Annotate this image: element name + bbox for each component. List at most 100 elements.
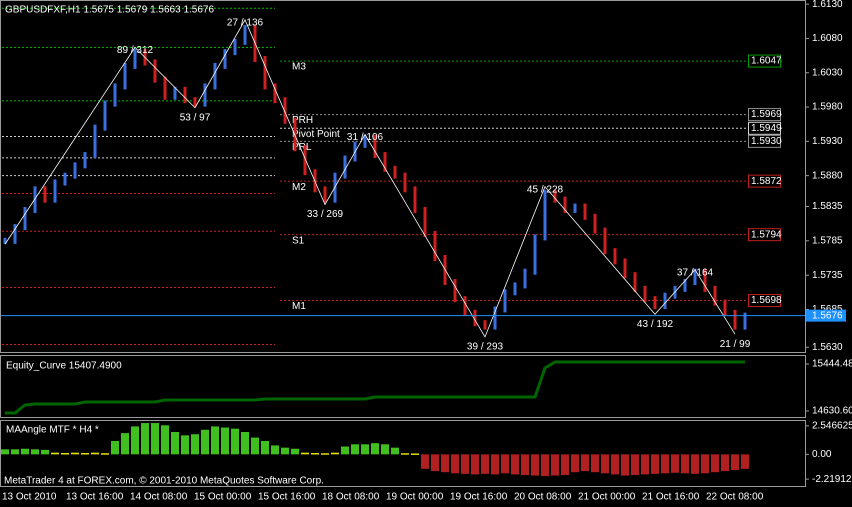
indicator-bar <box>341 446 349 455</box>
price-bar <box>553 189 557 203</box>
price-title: GBPUSDFXF,H1 1.5675 1.5679 1.5663 1.5676 <box>5 5 214 16</box>
y-tick-label: 1.5980 <box>812 102 843 113</box>
price-bar <box>603 227 607 255</box>
indicator-bar <box>581 454 589 472</box>
price-bar <box>153 59 157 83</box>
indicator-bar <box>411 453 419 455</box>
indicator-bar <box>571 454 579 473</box>
chart-layer: 1.6130 1.6080 1.6030 1.5980 1.5930 1.5880 1.58… <box>1 0 852 485</box>
indicator-bar <box>611 454 619 475</box>
indicator-bar <box>11 449 19 455</box>
equity-line <box>5 360 745 415</box>
price-bar <box>33 186 37 213</box>
time-label: 22 Oct 08:00 <box>706 492 764 503</box>
indicator-bar <box>291 448 299 455</box>
price-bar <box>113 83 117 107</box>
indicator-bar <box>51 452 59 455</box>
zigzag-label: 45 / 228 <box>527 184 564 195</box>
y-tick-label: 2.546625 <box>812 421 852 432</box>
price-bar <box>283 97 287 124</box>
indicator-bar <box>171 432 179 455</box>
y-tick-label: 15444.48 <box>812 359 852 370</box>
time-label: 21 Oct 00:00 <box>578 492 636 503</box>
price-bar <box>413 186 417 213</box>
indicator-bar <box>421 454 429 469</box>
price-bar <box>693 268 697 286</box>
price-bar <box>173 86 177 100</box>
indicator-bar <box>701 454 709 474</box>
indicator-bar <box>391 447 399 455</box>
indicator-bar <box>381 444 389 455</box>
level-tag-box <box>748 134 781 148</box>
price-bar <box>533 234 537 275</box>
price-bar <box>303 145 307 176</box>
level-name: M3 <box>292 62 306 73</box>
time-label: 15 Oct 00:00 <box>194 492 252 503</box>
indicator-bar <box>721 454 729 472</box>
zigzag-label: 31 / 106 <box>347 132 384 143</box>
indicator-bar <box>241 432 249 455</box>
indicator-bar <box>181 435 189 455</box>
price-bar <box>683 279 687 292</box>
price-bar <box>743 312 747 330</box>
time-label: 19 Oct 16:00 <box>450 492 508 503</box>
indicator-bar <box>501 454 509 474</box>
y-tick-label: 1.5835 <box>812 201 843 212</box>
y-tick-label: 1.6130 <box>812 0 843 10</box>
price-bar <box>433 230 437 261</box>
zigzag-label: 39 / 293 <box>467 342 504 353</box>
price-bar <box>733 309 737 330</box>
level-tag: 1.5872 <box>751 176 782 187</box>
price-bar <box>63 172 67 186</box>
level-name: PRH <box>292 115 313 126</box>
price-bar <box>243 25 247 45</box>
indicator-bar <box>741 454 749 469</box>
price-bar <box>653 296 657 310</box>
price-bar <box>383 152 387 172</box>
price-bar <box>713 285 717 306</box>
price-bar <box>103 100 107 131</box>
indicator-bar <box>121 433 129 455</box>
indicator-bar <box>221 427 229 455</box>
price-bar <box>393 165 397 179</box>
price-bar <box>53 179 57 203</box>
price-bar <box>663 292 667 310</box>
price-bar <box>513 282 517 296</box>
indicator-bar <box>531 454 539 476</box>
time-label: 14 Oct 08:00 <box>130 492 188 503</box>
indicator-bar <box>371 443 379 455</box>
price-bar <box>133 49 137 69</box>
indicator-bar <box>111 440 119 455</box>
indicator-bar <box>281 447 289 455</box>
indicator-bar <box>321 453 329 455</box>
level-tag: 1.6047 <box>751 56 782 67</box>
zigzag-label: 89 / 312 <box>117 45 154 56</box>
indicator-bar <box>81 453 89 455</box>
price-bar <box>723 299 727 316</box>
indicator-bar <box>441 454 449 473</box>
price-bar <box>453 279 457 303</box>
indicator-bar <box>661 454 669 474</box>
zigzag-label: 53 / 97 <box>180 112 211 123</box>
level-tag: 1.5949 <box>751 123 782 134</box>
indicator-bar <box>271 445 279 455</box>
y-tick-label: 1.5930 <box>812 136 843 147</box>
indicator-bar <box>521 454 529 475</box>
price-bar <box>343 155 347 179</box>
level-tag: 1.5794 <box>751 229 782 240</box>
level-tag: 1.5969 <box>751 109 782 120</box>
indicator-bar <box>361 444 369 455</box>
indicator-bar <box>551 454 559 476</box>
price-bar <box>13 224 17 244</box>
indicator-bar <box>431 454 439 472</box>
level-name: M2 <box>292 182 306 193</box>
zigzag-label: 27 / 136 <box>227 18 264 29</box>
level-name: M1 <box>292 301 306 312</box>
indicator-bar <box>61 453 69 455</box>
current-price-label: 1.5676 <box>812 310 843 321</box>
indicator-bar <box>301 452 309 455</box>
zigzag-label: 33 / 269 <box>307 209 344 220</box>
price-bar <box>543 189 547 241</box>
indicator-bar <box>591 454 599 473</box>
